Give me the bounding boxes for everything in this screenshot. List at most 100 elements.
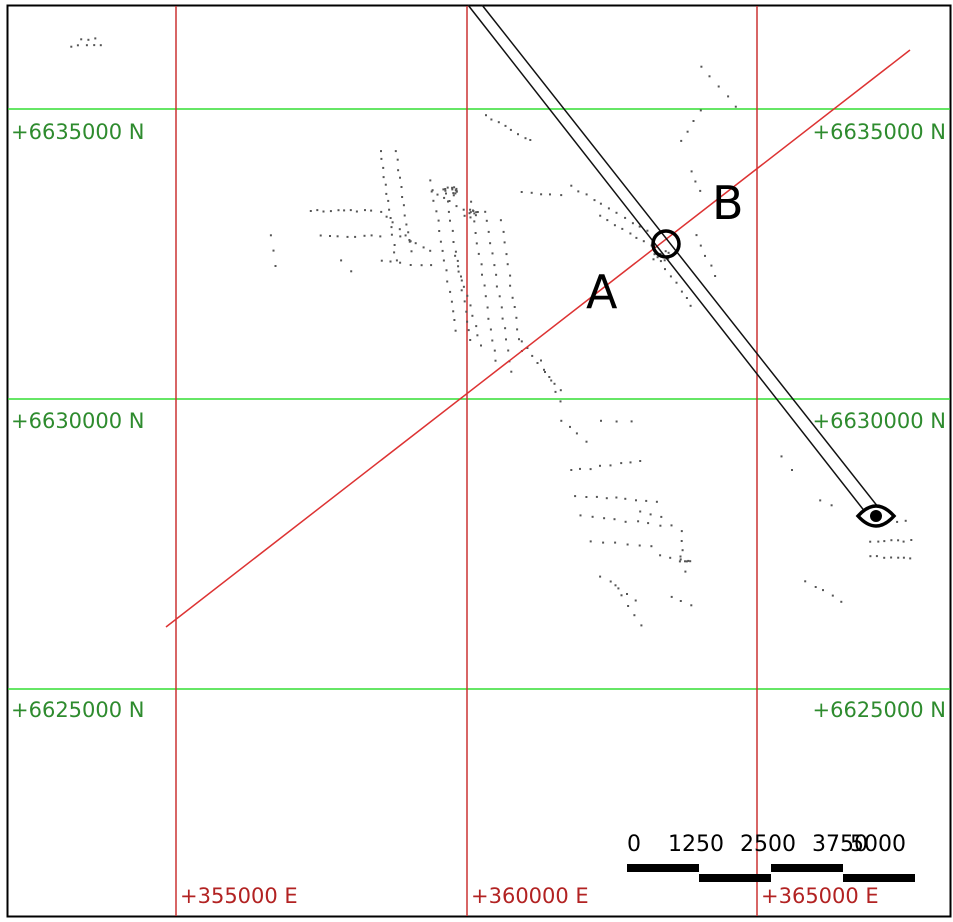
data-point <box>399 235 402 238</box>
data-point <box>87 38 90 41</box>
data-point <box>593 199 596 202</box>
data-point <box>548 376 551 378</box>
data-point <box>517 133 519 136</box>
data-point <box>559 400 562 403</box>
data-point <box>322 210 325 213</box>
data-point <box>495 273 498 276</box>
data-point <box>389 217 392 219</box>
data-point <box>840 600 843 603</box>
data-point <box>469 211 472 214</box>
data-point <box>462 208 465 211</box>
data-point <box>489 328 492 331</box>
data-point <box>435 210 438 213</box>
data-point <box>513 306 516 308</box>
data-point <box>452 194 455 197</box>
data-point <box>436 193 439 196</box>
data-point <box>76 44 79 47</box>
data-point <box>685 297 688 299</box>
data-point <box>659 554 662 557</box>
data-point <box>350 270 353 273</box>
data-point <box>453 186 456 189</box>
data-point <box>445 269 448 272</box>
data-point <box>409 240 412 243</box>
data-point <box>645 499 648 502</box>
data-point <box>734 105 737 108</box>
data-point <box>599 575 602 578</box>
easting-grid <box>175 6 758 916</box>
data-point <box>510 370 513 373</box>
data-point <box>448 200 451 202</box>
data-point <box>487 230 490 233</box>
data-point <box>463 300 466 303</box>
data-point <box>620 594 623 597</box>
data-point <box>653 253 656 256</box>
marker-label-b: B <box>712 176 744 230</box>
data-point <box>456 259 459 262</box>
data-point <box>500 306 503 309</box>
data-point <box>408 239 411 241</box>
data-point <box>615 211 618 214</box>
data-point <box>274 265 277 267</box>
eye-icon[interactable] <box>855 504 897 528</box>
data-point <box>520 191 523 193</box>
data-point <box>642 240 645 243</box>
data-point <box>633 614 636 617</box>
easting-label-365000: +365000 E <box>761 884 879 908</box>
data-point <box>329 210 332 213</box>
data-point <box>791 469 793 471</box>
view-corridor[interactable] <box>467 4 883 523</box>
data-point <box>466 320 469 323</box>
data-point <box>453 319 456 321</box>
data-point <box>910 539 913 541</box>
data-point <box>431 189 434 192</box>
data-point <box>337 209 340 212</box>
data-point <box>626 543 629 546</box>
section-line[interactable] <box>165 49 911 628</box>
data-point <box>902 540 905 543</box>
data-point <box>650 545 653 548</box>
data-point <box>329 235 331 237</box>
data-point <box>883 556 886 559</box>
data-point <box>700 65 703 68</box>
data-point <box>490 118 493 121</box>
data-point <box>585 193 588 196</box>
data-point <box>554 390 557 393</box>
data-point <box>354 235 357 238</box>
data-point <box>585 496 588 498</box>
data-point <box>579 467 581 470</box>
data-point <box>615 496 618 499</box>
data-point <box>684 560 686 563</box>
data-point <box>390 226 393 229</box>
data-point <box>649 513 652 516</box>
data-point <box>469 304 472 307</box>
data-point <box>780 455 783 458</box>
data-point <box>607 207 610 210</box>
data-point <box>390 233 393 236</box>
data-point <box>380 150 382 153</box>
data-point <box>680 290 683 293</box>
data-point <box>450 300 453 303</box>
data-point <box>444 189 447 192</box>
circle-marker-icon[interactable] <box>651 229 681 259</box>
data-point <box>695 234 698 237</box>
data-point <box>602 541 605 544</box>
data-point <box>388 208 391 211</box>
data-point <box>614 541 617 544</box>
data-point <box>430 264 433 267</box>
data-point <box>635 499 637 502</box>
data-point <box>340 259 343 262</box>
northing-label-6635000-left: +6635000 N <box>11 120 145 144</box>
data-point <box>493 349 496 352</box>
data-point <box>579 514 582 517</box>
data-point <box>487 317 490 320</box>
data-point <box>659 260 662 263</box>
data-point <box>389 260 392 263</box>
data-point <box>680 530 683 533</box>
data-point <box>667 257 670 260</box>
data-point <box>638 544 641 547</box>
data-point <box>675 281 678 284</box>
data-point <box>399 261 402 264</box>
data-point <box>615 420 618 423</box>
northing-label-6625000-right: +6625000 N <box>812 698 946 722</box>
